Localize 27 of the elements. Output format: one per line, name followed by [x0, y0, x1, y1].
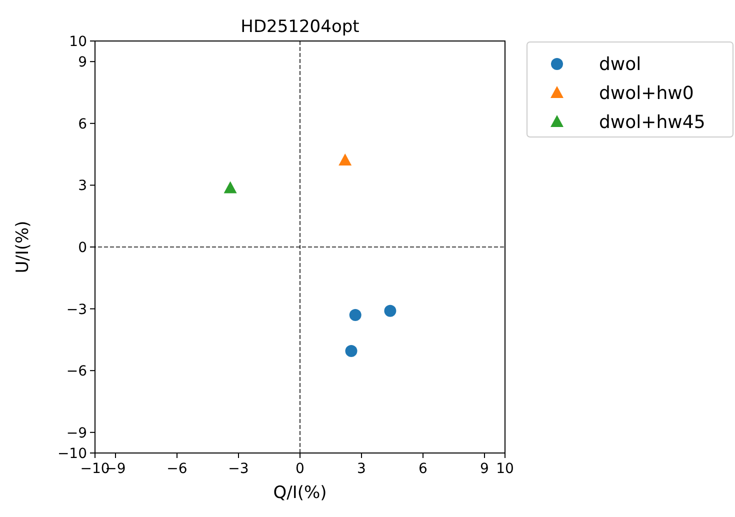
y-tick-label: −10	[57, 446, 87, 462]
x-tick-label: −6	[166, 461, 188, 477]
point	[338, 153, 352, 166]
y-tick-label: 10	[69, 34, 87, 50]
legend-label: dwol	[599, 54, 642, 75]
y-tick-label: 6	[78, 116, 88, 132]
legend-label: dwol+hw45	[599, 112, 706, 133]
y-tick-label: 9	[78, 54, 87, 71]
point	[224, 181, 237, 194]
x-tick-label: 6	[418, 461, 428, 477]
x-tick-label: 3	[357, 461, 366, 477]
point	[345, 345, 358, 358]
point	[384, 304, 396, 317]
x-tick-label: −3	[228, 461, 249, 477]
x-tick-label: 9	[480, 461, 489, 477]
y-tick-label: 3	[78, 178, 87, 194]
x-axis-title: Q/I(%)	[273, 483, 327, 503]
y-axis-title: U/I(%)	[13, 220, 33, 274]
x-tick-label: 0	[296, 461, 304, 477]
y-tick-label: 0	[78, 240, 87, 256]
y-tick-label: −9	[66, 425, 87, 442]
point	[349, 308, 362, 321]
x-tick-label: 10	[496, 461, 514, 477]
legend-label: dwol+hw0	[599, 83, 694, 104]
y-tick-label: −3	[66, 302, 87, 318]
chart-title: HD251204opt	[240, 17, 360, 37]
y-tick-label: −6	[66, 364, 88, 380]
